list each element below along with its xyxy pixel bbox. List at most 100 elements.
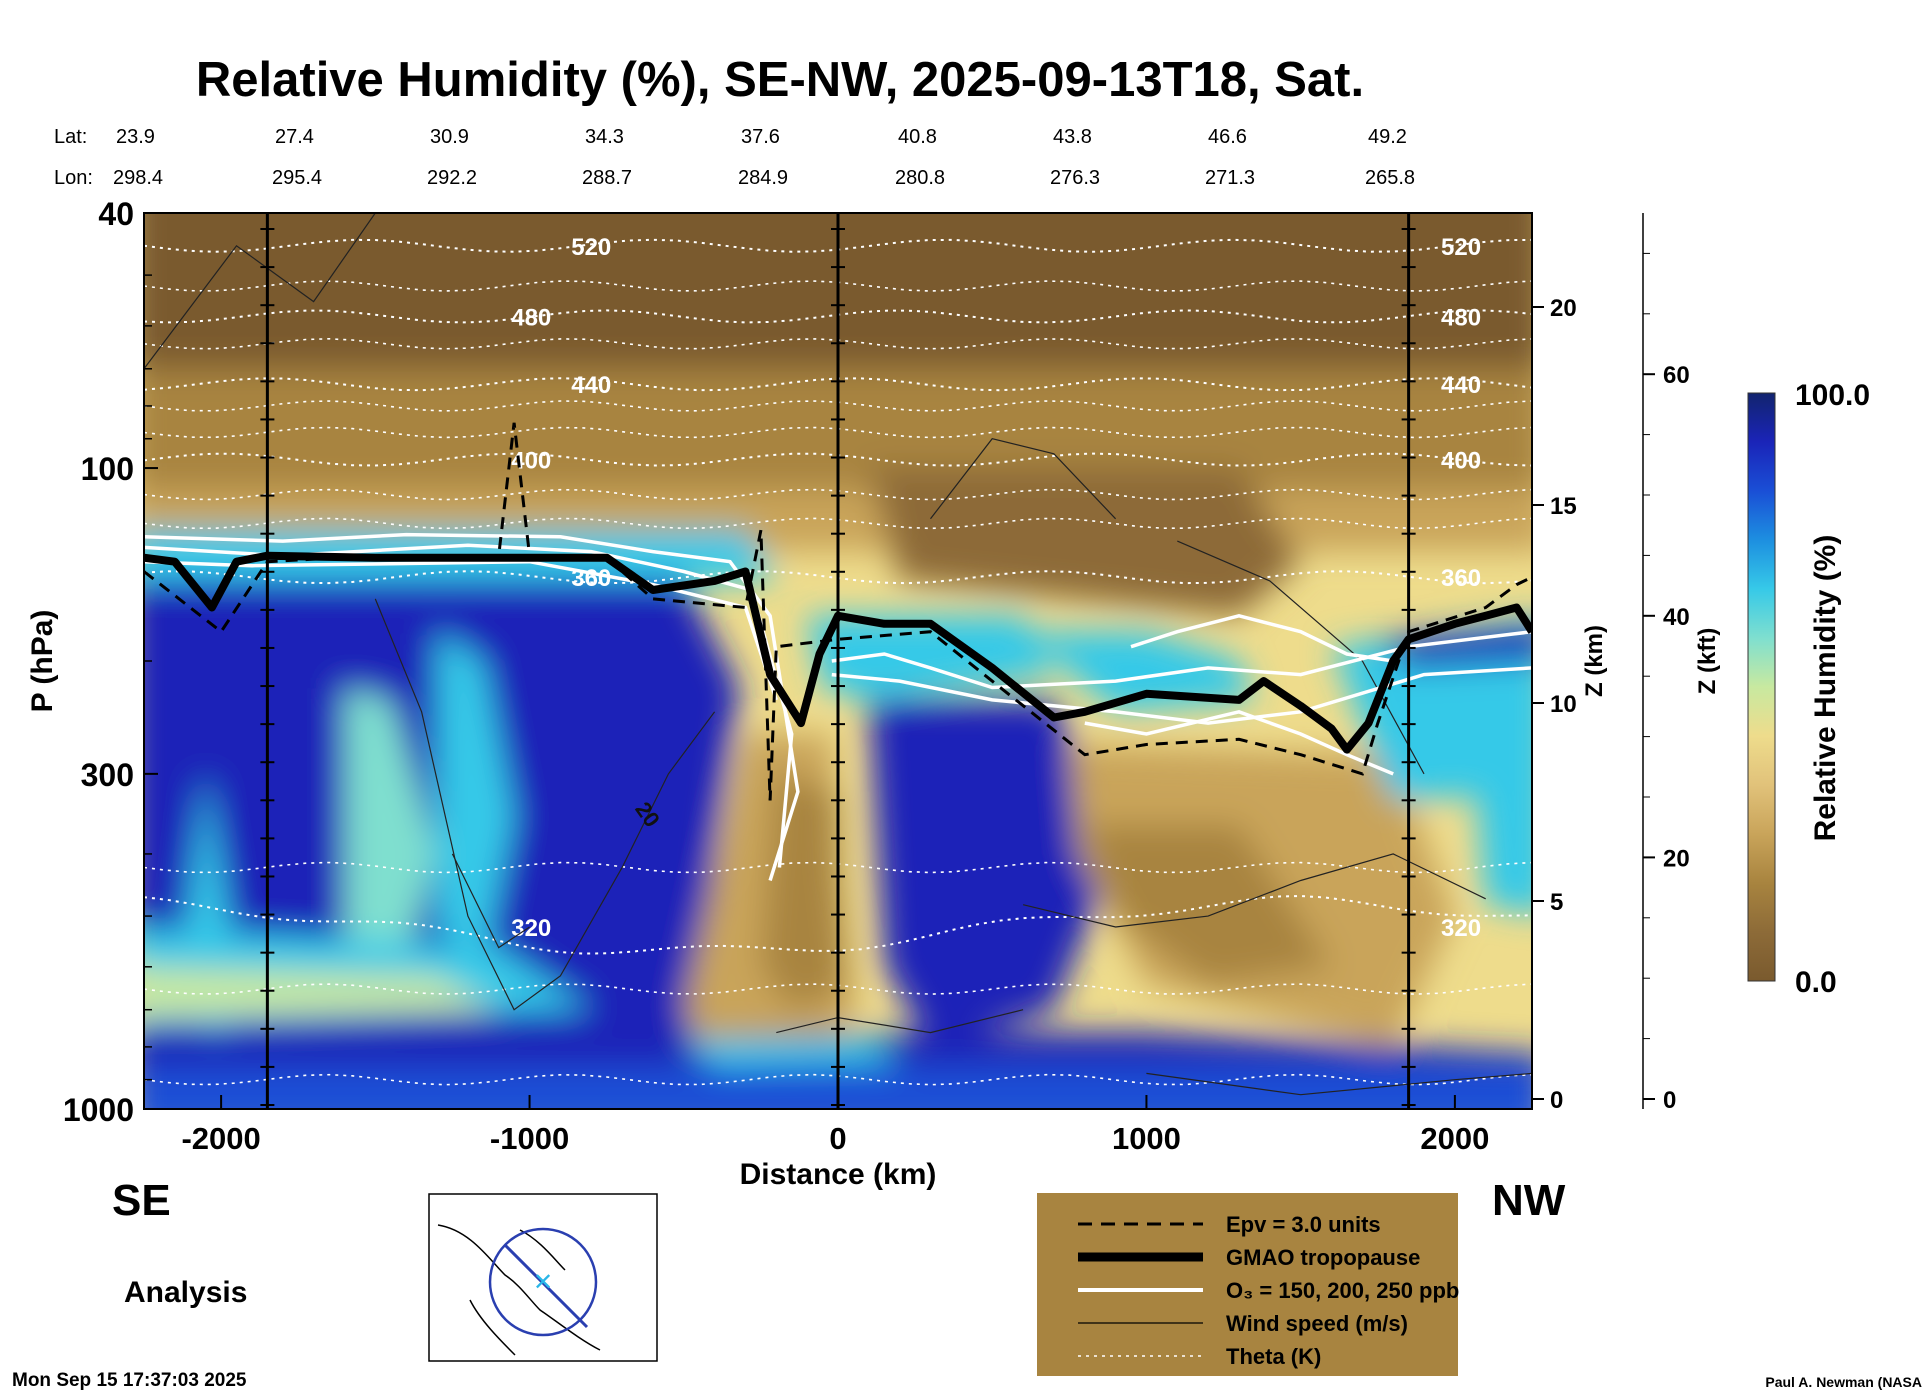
wind-contour bbox=[776, 1009, 1024, 1034]
lat-value: 43.8 bbox=[1053, 126, 1092, 148]
lat-value: 40.8 bbox=[898, 126, 937, 148]
humidity-region bbox=[1470, 723, 1532, 914]
y-tick-label: 1000 bbox=[63, 1092, 134, 1128]
colorbar-strip bbox=[1747, 392, 1776, 982]
wind-contour bbox=[144, 213, 376, 370]
wind-contour bbox=[930, 438, 1117, 520]
wind-contour bbox=[374, 598, 716, 1011]
ozone-contour bbox=[831, 629, 1532, 690]
zkft-tick-label: 60 bbox=[1663, 362, 1690, 389]
colorbar-title: Relative Humidity (%) bbox=[1809, 535, 1842, 842]
theta-label: 440 bbox=[571, 372, 611, 399]
humidity-region bbox=[1084, 824, 1332, 985]
ozone-contour bbox=[144, 532, 800, 882]
location-map: ✕ bbox=[428, 1193, 658, 1362]
lon-value: 288.7 bbox=[582, 167, 633, 189]
x-tick-label: 0 bbox=[829, 1121, 846, 1156]
legend-label: Wind speed (m/s) bbox=[1226, 1311, 1408, 1336]
ozone-contour bbox=[1084, 709, 1394, 776]
x-tick-label: -2000 bbox=[181, 1121, 260, 1156]
zkm-tick-label: 10 bbox=[1550, 691, 1577, 718]
legend-label: Epv = 3.0 units bbox=[1226, 1212, 1381, 1237]
humidity-region bbox=[144, 967, 499, 1018]
theta-label: 520 bbox=[1441, 234, 1481, 261]
humidity-region bbox=[1023, 631, 1255, 712]
zkm-tick-label: 15 bbox=[1550, 493, 1577, 520]
zkft-axis-title: Z (kft) bbox=[1694, 628, 1721, 695]
zkft-tick-label: 40 bbox=[1663, 604, 1690, 631]
zkft-tick-label: 0 bbox=[1663, 1087, 1676, 1114]
timestamp: Mon Sep 15 17:37:03 2025 bbox=[12, 1370, 247, 1391]
lon-value: 298.4 bbox=[113, 167, 164, 189]
theta-label: 320 bbox=[1441, 915, 1481, 942]
x-tick-label: 2000 bbox=[1420, 1121, 1489, 1156]
analysis-label: Analysis bbox=[124, 1276, 248, 1309]
ozone-contour bbox=[1130, 613, 1394, 663]
lon-value: 276.3 bbox=[1050, 167, 1101, 189]
legend: Epv = 3.0 units GMAO tropopause O₃ = 150, … bbox=[1037, 1193, 1459, 1376]
lat-value: 46.6 bbox=[1208, 126, 1247, 148]
lon-value: 295.4 bbox=[272, 167, 323, 189]
direction-se-label: SE bbox=[112, 1176, 171, 1225]
wind-contour bbox=[1177, 540, 1425, 775]
legend-label: Theta (K) bbox=[1226, 1344, 1321, 1369]
lon-value: 271.3 bbox=[1205, 167, 1256, 189]
wind-contour bbox=[1146, 1072, 1532, 1096]
theta-label: 480 bbox=[1441, 304, 1481, 331]
humidity-region bbox=[868, 699, 1116, 1047]
lon-header-label: Lon: bbox=[54, 167, 93, 189]
map-range-circle bbox=[488, 1227, 598, 1337]
theta-label: 480 bbox=[511, 304, 551, 331]
map-section-line bbox=[503, 1243, 589, 1329]
lon-value: 292.2 bbox=[427, 167, 478, 189]
lat-value: 27.4 bbox=[275, 126, 314, 148]
lat-value: 49.2 bbox=[1368, 126, 1407, 148]
tropopause-line bbox=[144, 551, 1532, 754]
lat-value: 37.6 bbox=[741, 126, 780, 148]
lat-value: 34.3 bbox=[585, 126, 624, 148]
wind-contour bbox=[451, 853, 530, 949]
theta-label: 440 bbox=[1441, 372, 1481, 399]
theta-label: 400 bbox=[1441, 448, 1481, 475]
zkft-tick-label: 20 bbox=[1663, 845, 1690, 872]
zkm-tick-label: 0 bbox=[1550, 1087, 1563, 1114]
y-axis-title: P (hPa) bbox=[26, 610, 59, 713]
y-tick-label: 100 bbox=[81, 451, 134, 487]
lon-value: 265.8 bbox=[1365, 167, 1416, 189]
y-tick-label: 300 bbox=[81, 757, 134, 793]
ozone-contour bbox=[831, 666, 1532, 725]
legend-label: O₃ = 150, 200, 250 ppb bbox=[1226, 1278, 1459, 1303]
x-axis-title: Distance (km) bbox=[740, 1158, 937, 1191]
lat-value: 23.9 bbox=[116, 126, 155, 148]
humidity-region bbox=[683, 1039, 900, 1067]
x-tick-label: -1000 bbox=[490, 1121, 569, 1156]
map-center-marker: ✕ bbox=[533, 1269, 553, 1296]
zkm-tick-label: 5 bbox=[1550, 889, 1563, 916]
humidity-region bbox=[437, 631, 515, 967]
theta-label: 520 bbox=[571, 234, 611, 261]
colorbar-max-label: 100.0 bbox=[1795, 379, 1870, 412]
author-credit: Paul A. Newman (NASA bbox=[1765, 1374, 1922, 1390]
lon-value: 284.9 bbox=[738, 167, 789, 189]
zkm-tick-label: 20 bbox=[1550, 295, 1577, 322]
chart-title: Relative Humidity (%), SE-NW, 2025-09-13… bbox=[195, 53, 1365, 107]
theta-label: 320 bbox=[511, 915, 551, 942]
colorbar-min-label: 0.0 bbox=[1795, 966, 1837, 999]
lat-value: 30.9 bbox=[430, 126, 469, 148]
x-tick-label: 1000 bbox=[1112, 1121, 1181, 1156]
lat-header-label: Lat: bbox=[54, 126, 88, 148]
direction-nw-label: NW bbox=[1492, 1176, 1566, 1225]
zkm-axis-title: Z (km) bbox=[1581, 625, 1608, 697]
map-frame bbox=[428, 1193, 658, 1362]
humidity-region bbox=[868, 468, 1301, 616]
colorbar: 100.0 0.0 Relative Humidity (%) bbox=[1747, 379, 1870, 999]
theta-label: 360 bbox=[1441, 565, 1481, 592]
theta-contour bbox=[144, 894, 1532, 955]
humidity-region bbox=[344, 687, 437, 1010]
legend-label: GMAO tropopause bbox=[1226, 1245, 1420, 1270]
y-tick-label: 40 bbox=[98, 196, 134, 232]
epv-line bbox=[144, 422, 1532, 801]
